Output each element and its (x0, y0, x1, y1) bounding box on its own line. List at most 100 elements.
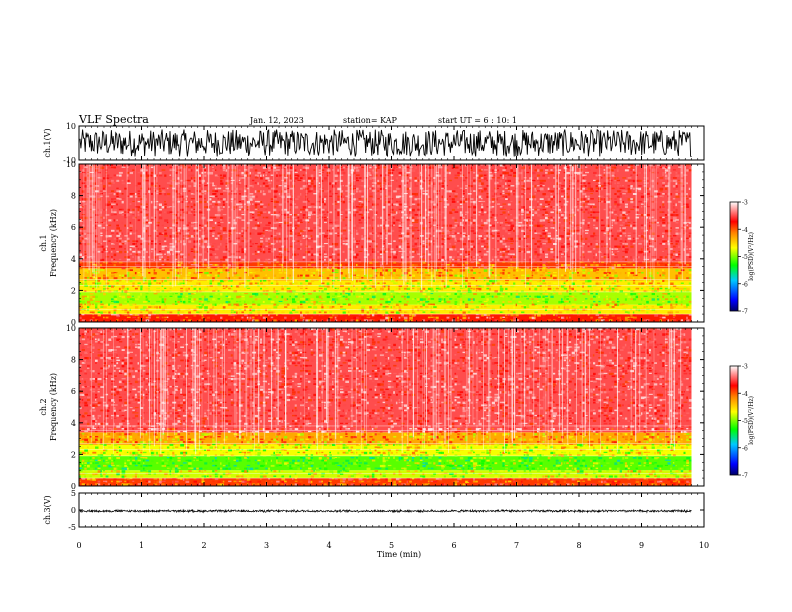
spectrogram-cell (486, 243, 488, 245)
spectrogram-cell (555, 203, 559, 206)
spectrogram-cell (212, 243, 216, 245)
spectrogram-cell (654, 195, 658, 198)
spectrogram-cell (103, 177, 105, 180)
spectrogram-cell (411, 200, 415, 204)
spectrogram-cell (140, 256, 143, 258)
spectrogram-cell (353, 269, 357, 272)
spectrogram-cell (377, 164, 380, 167)
spectrogram-cell (486, 219, 491, 222)
spectrogram-cell (340, 174, 344, 176)
spectrogram-cell (188, 277, 191, 280)
spectrogram-cell (566, 232, 570, 235)
spectrogram-cell (624, 245, 628, 247)
spectrogram-cell (640, 256, 643, 259)
spectrogram-cell (270, 235, 273, 237)
spectrogram-cell (379, 224, 384, 227)
spectrogram-cell (84, 269, 89, 272)
spectrogram-cell (84, 169, 87, 172)
spectrogram-cell (196, 243, 200, 246)
spectrogram-cell (672, 219, 677, 222)
spectrogram-cell (443, 243, 447, 245)
spectrogram-cell (81, 256, 86, 259)
spectrogram-cell (371, 190, 376, 192)
spectrogram-cell (222, 206, 225, 208)
spectrogram-cell (670, 193, 673, 196)
spectrogram-cell (529, 187, 532, 189)
spectrogram-cell (449, 203, 452, 206)
spectrogram-cell (678, 261, 681, 264)
spectrogram-cell (622, 232, 627, 235)
spectrogram-cell (395, 253, 398, 256)
spectrogram-cell (438, 266, 441, 269)
spectrogram-cell (627, 232, 631, 234)
spectrogram-band (79, 314, 692, 322)
spectrogram-cell (672, 177, 677, 179)
spectrogram-cell (342, 198, 344, 201)
spectrogram-cell (648, 264, 653, 266)
spectrogram-cell (164, 200, 166, 203)
spectrogram-cell (326, 261, 329, 264)
spectrogram-cell (635, 237, 639, 240)
spectrogram-cell (188, 266, 192, 269)
spectrogram-cell (531, 269, 536, 272)
spectrogram-cell (217, 198, 220, 200)
spectrogram-cell (539, 264, 543, 267)
spectrogram-cell (513, 266, 516, 269)
spectrogram-cell (377, 256, 380, 259)
spectrogram-cell (81, 227, 86, 230)
spectrogram-cell (459, 171, 462, 174)
spectrogram-cell (491, 190, 494, 192)
spectrogram-cell (459, 274, 464, 278)
spectrogram-cell (651, 171, 656, 174)
spectrogram-cell (236, 264, 240, 266)
spectrogram-cell (342, 185, 344, 187)
spectrogram-cell (379, 253, 383, 256)
spectrogram-cell (393, 240, 396, 242)
spectrogram-cell (342, 214, 345, 217)
spectrogram-cell (201, 258, 204, 261)
spectrogram-cell (81, 214, 86, 216)
spectrogram-cell (459, 203, 463, 206)
spectrogram-cell (111, 250, 113, 253)
spectrogram-cell (579, 206, 583, 208)
spectrogram-cell (172, 190, 177, 192)
spectrogram-cell (174, 256, 178, 259)
spectrogram-cell (387, 256, 392, 258)
spectrogram-cell (198, 253, 202, 256)
spectrogram-cell (244, 245, 247, 247)
spectrogram-cell (497, 221, 499, 224)
spectrogram-cell (254, 224, 259, 226)
spectrogram-cell (118, 261, 123, 264)
spectrogram-cell (172, 235, 176, 238)
spectrogram-cell (587, 216, 591, 219)
spectrogram-cell (486, 193, 490, 195)
spectrogram-cell (664, 258, 668, 261)
spectrogram-cell (310, 272, 315, 274)
spectrogram-cell (300, 208, 303, 211)
spectrogram-cell (254, 274, 258, 278)
spectrogram-cell (137, 274, 141, 276)
spectrogram-cell (502, 208, 506, 210)
spectrogram-cell (398, 166, 402, 169)
spectrogram-cell (414, 269, 418, 271)
spectrogram-cell (268, 248, 272, 251)
spectrogram-cell (118, 258, 122, 260)
spectrogram-cell (377, 235, 380, 238)
spectrogram-cell (526, 179, 530, 182)
spectrogram-cell (97, 269, 102, 271)
spectrogram-cell (100, 182, 102, 184)
spectrogram-cell (118, 198, 122, 201)
spectrogram-cell (585, 185, 587, 187)
spectrogram-cell (188, 279, 192, 282)
spectrogram-cell (672, 250, 676, 253)
spectrogram-cell (473, 200, 478, 204)
spectrogram-cell (238, 248, 242, 250)
spectrogram-cell (177, 200, 181, 203)
spectrogram-cell (683, 264, 688, 266)
spectrogram-cell (489, 190, 493, 192)
spectrogram-cell (395, 245, 400, 248)
spectrogram-cell (427, 248, 430, 251)
spectrogram-cell (646, 274, 648, 276)
spectrogram-cell (268, 269, 272, 271)
spectrogram-cell (180, 193, 182, 195)
